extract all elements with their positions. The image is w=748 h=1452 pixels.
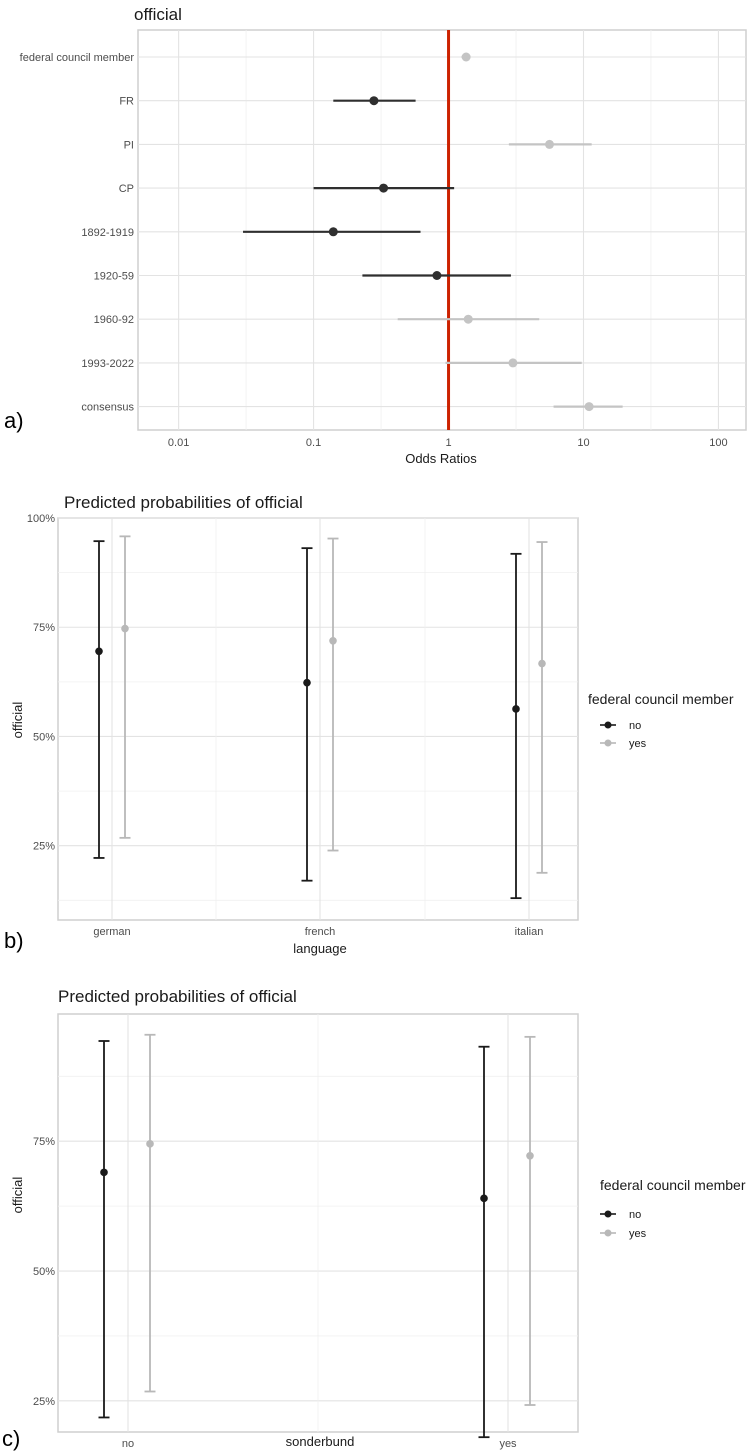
y-tick-label: 25% [33,841,55,853]
panel-b-gridlines [58,517,578,920]
legend-label-yes: yes [629,738,647,750]
x-tick-label: 0.01 [168,437,189,449]
term-label: CP [119,183,134,195]
panel-c-title: Predicted probabilities of official [58,987,297,1006]
legend-label-no: no [629,720,641,732]
forest-plot-panel: official federal council member FR PI CP 189… [4,5,747,466]
panel-a-title: official [134,5,182,24]
term-label: 1960-92 [94,314,134,326]
y-tick-label: 100% [27,513,55,525]
y-tick-label: 50% [33,1266,55,1278]
term-label: 1920-59 [94,271,134,283]
predicted-point-no [512,705,520,713]
predicted-point-yes [121,624,129,633]
y-tick-label: 25% [33,1396,55,1408]
term-label: FR [119,96,134,108]
odds-ratio-point [369,96,379,106]
legend-key-yes-point [604,739,612,747]
y-tick-label: 50% [33,731,55,743]
panel-a-x-tick-labels: 0.01 0.1 1 10 100 [168,437,728,449]
panel-c-x-tick-labels: no yes [122,1438,517,1450]
odds-ratio-point [379,183,389,193]
predicted-point-no [95,647,103,656]
odds-ratio-point [432,271,442,280]
predicted-point-yes [329,636,337,645]
predicted-probabilities-language-panel: Predicted probabilities of official 25% 5… [4,493,734,956]
term-label: federal council member [20,52,135,64]
panel-c-legend: federal council member no yes [600,1177,746,1240]
panel-b-title: Predicted probabilities of official [64,493,303,512]
panel-a-marks [243,52,623,412]
x-tick-label: yes [499,1438,517,1450]
panel-c-marks [98,1033,536,1439]
panel-label-b: b) [4,928,24,953]
predicted-point-yes [146,1140,154,1148]
x-tick-label: 0.1 [306,437,321,449]
legend-label-no: no [629,1209,641,1221]
panel-label-a: a) [4,408,24,433]
panel-c-x-axis-label: sonderbund [286,1434,355,1449]
odds-ratio-point [461,52,471,62]
predicted-point-yes [526,1151,534,1160]
panel-a-term-labels: federal council member FR PI CP 1892-1919 192… [20,52,135,414]
panel-b-x-axis-label: language [293,941,347,956]
x-tick-label: german [93,926,130,938]
term-label: 1892-1919 [81,227,134,239]
predicted-probabilities-sonderbund-panel: Predicted probabilities of official 25% 5… [2,987,746,1451]
panel-c-legend-title: federal council member [600,1177,746,1193]
panel-b-legend-title: federal council member [588,691,734,707]
legend-key-yes-point [604,1229,612,1237]
odds-ratio-point [463,314,473,324]
term-label: 1993-2022 [81,358,134,370]
panel-c-gridlines [58,1014,578,1432]
legend-key-no-point [604,721,612,729]
panel-label-c: c) [2,1426,20,1451]
x-tick-label: 10 [577,437,589,449]
predicted-point-yes [538,659,546,668]
y-tick-label: 75% [33,622,55,634]
odds-ratio-point [584,402,594,412]
panel-b-y-tick-labels: 25% 50% 75% 100% [27,513,55,853]
panel-b-legend: federal council member no yes [588,691,734,750]
panel-b-x-tick-labels: german french italian [93,926,543,938]
panel-a-frame [137,29,747,431]
panel-a-x-axis-label: Odds Ratios [405,451,477,466]
panel-a-gridlines [138,30,746,430]
panel-b-marks [93,535,548,900]
x-tick-label: italian [515,926,544,938]
odds-ratio-point [508,358,518,368]
panel-c-y-axis-label: official [10,1177,25,1214]
legend-key-no-point [604,1210,612,1218]
predicted-point-no [303,678,311,687]
predicted-point-no [480,1194,488,1203]
predicted-point-no [100,1168,108,1177]
x-tick-label: 100 [709,437,727,449]
x-tick-label: no [122,1438,134,1450]
x-tick-label: 1 [445,437,451,449]
y-tick-label: 75% [33,1136,55,1148]
x-tick-label: french [305,926,336,938]
panel-b-y-axis-label: official [10,702,25,739]
panel-b-frame [57,517,579,921]
term-label: consensus [81,402,134,414]
odds-ratio-point [545,139,555,149]
odds-ratio-point [328,227,338,237]
panel-c-y-tick-labels: 25% 50% 75% [33,1136,55,1408]
term-label: PI [124,139,134,151]
legend-label-yes: yes [629,1228,647,1240]
